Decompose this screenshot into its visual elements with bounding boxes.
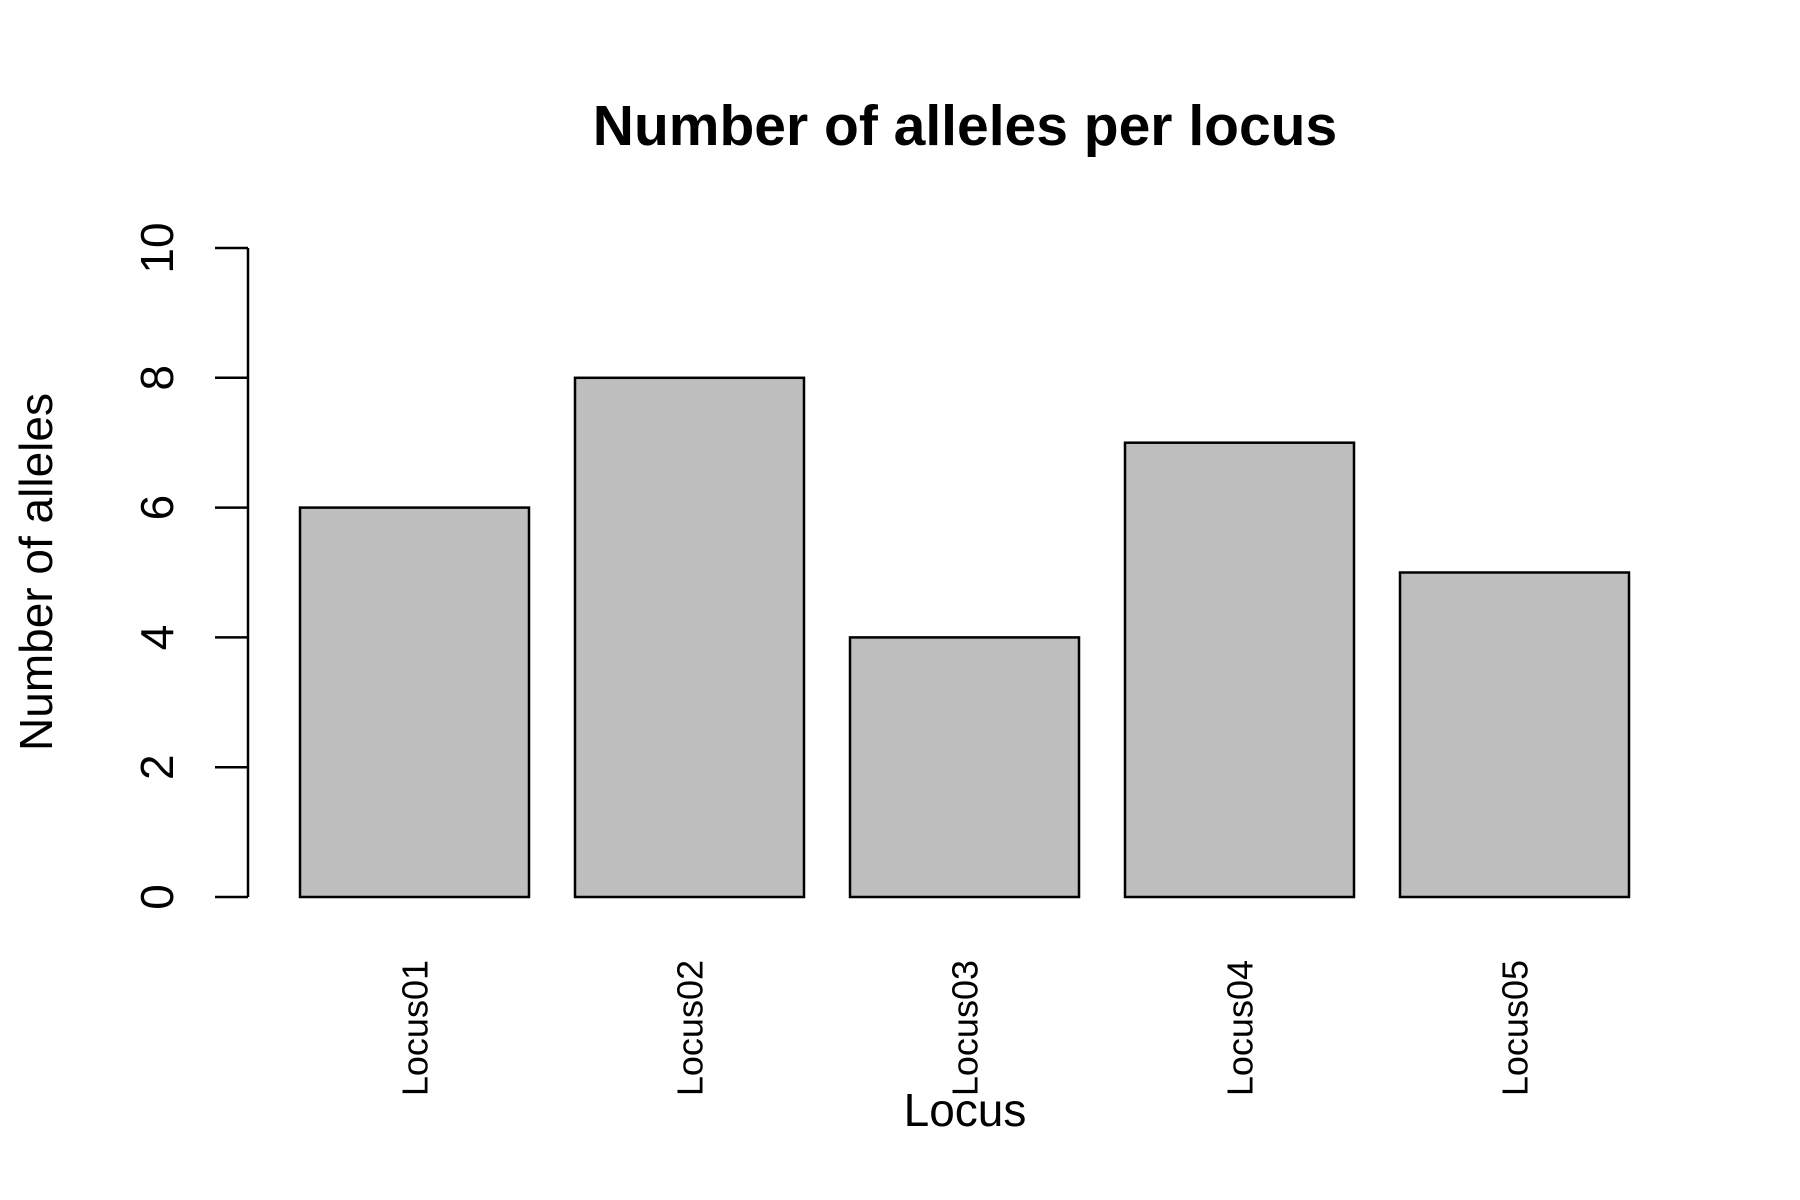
- y-axis-label: Number of alleles: [10, 393, 62, 751]
- y-axis: 0 2 4 6 8 10: [131, 222, 250, 910]
- x-axis-label: Locus: [904, 1084, 1027, 1136]
- x-tick-label-locus04: Locus04: [1220, 960, 1261, 1096]
- bar-locus01: [298, 506, 531, 899]
- bar-locus04: [1123, 441, 1356, 899]
- bar-locus02: [573, 376, 806, 899]
- x-tick-label-locus01: Locus01: [395, 960, 436, 1096]
- x-tick-label-locus05: Locus05: [1495, 960, 1536, 1096]
- bars: [298, 376, 1631, 899]
- chart-title: Number of alleles per locus: [593, 94, 1337, 158]
- x-tick-label-locus02: Locus02: [670, 960, 711, 1096]
- y-tick-label-4: 4: [131, 625, 183, 651]
- bar-locus05: [1398, 571, 1631, 899]
- y-tick-label-10: 10: [131, 222, 183, 273]
- y-tick-label-6: 6: [131, 495, 183, 521]
- x-axis-category-labels: Locus01 Locus02 Locus03 Locus04 Locus05: [395, 960, 1536, 1096]
- y-tick-label-2: 2: [131, 754, 183, 780]
- x-tick-label-locus03: Locus03: [945, 960, 986, 1096]
- y-tick-label-0: 0: [131, 884, 183, 910]
- bar-locus03: [848, 636, 1081, 899]
- y-tick-label-8: 8: [131, 365, 183, 391]
